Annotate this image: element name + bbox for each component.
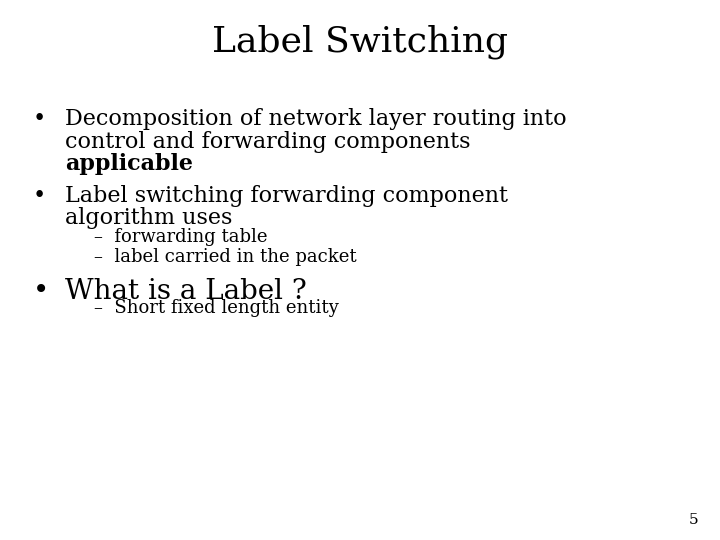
Text: algorithm uses: algorithm uses	[65, 207, 232, 230]
Text: •: •	[32, 185, 45, 207]
Text: –  Short fixed length entity: – Short fixed length entity	[94, 299, 338, 316]
Text: Decomposition of network layer routing into: Decomposition of network layer routing i…	[65, 108, 567, 130]
Text: –  label carried in the packet: – label carried in the packet	[94, 248, 356, 266]
Text: Label switching forwarding component: Label switching forwarding component	[65, 185, 508, 207]
Text: 5: 5	[689, 512, 698, 526]
Text: Label Switching: Label Switching	[212, 24, 508, 59]
Text: What is a Label ?: What is a Label ?	[65, 278, 307, 305]
Text: applicable: applicable	[65, 153, 193, 176]
Text: –  forwarding table: – forwarding table	[94, 228, 267, 246]
Text: •: •	[32, 108, 45, 130]
Text: •: •	[32, 278, 49, 305]
Text: control and forwarding components: control and forwarding components	[65, 131, 470, 153]
